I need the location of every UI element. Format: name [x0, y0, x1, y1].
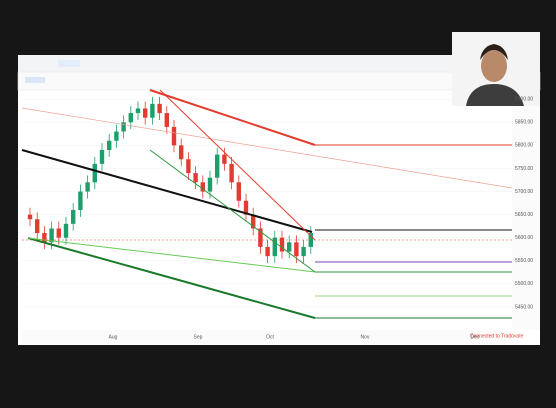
candle-body: [78, 191, 83, 210]
candle-body: [99, 150, 105, 164]
y-tick-label: 5800.00: [515, 143, 533, 149]
channel-line: [27, 237, 316, 319]
channel-line: [149, 149, 316, 273]
candle-body: [35, 219, 40, 234]
candle-body: [164, 113, 169, 127]
channel-line: [27, 237, 316, 273]
trend-line: [21, 149, 313, 233]
x-tick-label: Nov: [361, 334, 370, 340]
candle-body: [251, 214, 256, 229]
y-tick-label: 5650.00: [515, 212, 533, 218]
x-tick-label: Dec: [471, 334, 480, 340]
candle-body: [258, 228, 263, 247]
candle-body: [27, 214, 33, 220]
candle-body: [279, 237, 285, 252]
y-tick-label: 5450.00: [515, 304, 533, 310]
webcam: [452, 32, 540, 106]
candle-body: [71, 210, 76, 224]
candle-body: [265, 246, 270, 257]
x-tick-label: Sep: [194, 334, 203, 340]
symbol-box[interactable]: [25, 77, 45, 83]
channel-line: [21, 107, 513, 189]
presenter-body: [466, 84, 524, 106]
candle-body: [157, 103, 162, 114]
y-tick-label: 5550.00: [515, 258, 533, 264]
active-tab[interactable]: [58, 60, 80, 67]
drawings: [21, 89, 513, 319]
candle-body: [215, 154, 220, 178]
y-tick-label: 5600.00: [515, 235, 533, 241]
candle-body: [143, 108, 148, 118]
candle-body: [135, 108, 141, 114]
candle-body: [207, 177, 213, 192]
candle-body: [200, 182, 205, 192]
candle-body: [92, 163, 97, 183]
price-axis: [512, 90, 540, 330]
x-tick-label: Oct: [266, 334, 274, 340]
candle-body: [243, 200, 249, 215]
presenter-face: [481, 50, 507, 82]
candle-body: [49, 228, 54, 243]
candle-body: [294, 242, 299, 257]
plot-area: [22, 96, 512, 308]
candle-body: [63, 223, 69, 238]
y-tick-label: 5700.00: [515, 189, 533, 195]
channel-line: [159, 89, 316, 241]
trend-line: [149, 89, 316, 146]
candle-body: [186, 159, 191, 174]
candle-body: [229, 163, 234, 183]
y-tick-label: 5850.00: [515, 120, 533, 126]
connection-status: Connected to Tradovate: [470, 333, 524, 339]
candle-body: [179, 145, 184, 160]
y-tick-label: 5750.00: [515, 166, 533, 172]
candle-body: [121, 122, 126, 132]
y-tick-label: 5500.00: [515, 281, 533, 287]
candle-body: [107, 140, 112, 150]
candle-body: [171, 126, 177, 146]
tab-bar: [18, 55, 540, 72]
candle-body: [222, 154, 227, 164]
candle-body: [128, 113, 133, 123]
candle-body: [301, 246, 306, 257]
candle-body: [42, 233, 47, 243]
candle-body: [150, 103, 155, 118]
candle-body: [193, 173, 198, 183]
candle-body: [236, 182, 241, 201]
presenter-hair: [480, 44, 508, 60]
candle-body: [56, 228, 61, 238]
x-tick-label: Aug: [109, 334, 118, 340]
candle-body: [272, 237, 277, 257]
candle-body: [114, 131, 119, 141]
candle-body: [287, 242, 292, 252]
time-axis: [22, 330, 512, 344]
y-tick-label: 5900.00: [515, 97, 533, 103]
candle-body: [85, 182, 90, 192]
